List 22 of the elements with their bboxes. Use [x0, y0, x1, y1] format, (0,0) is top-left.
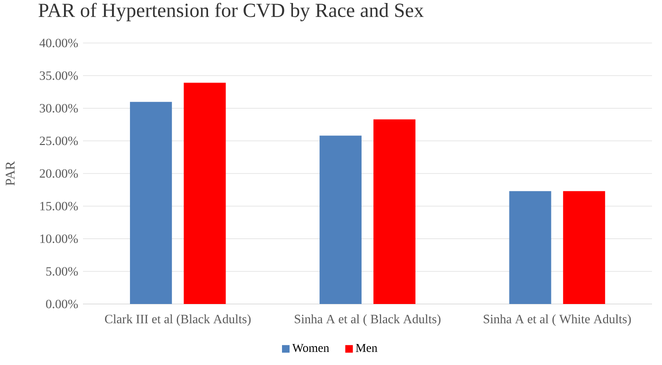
- y-tick-label: 5.00%: [46, 267, 78, 276]
- y-tick-label: 25.00%: [40, 136, 78, 146]
- y-tick-label: 0.00%: [46, 300, 78, 308]
- y-tick-label: 15.00%: [40, 202, 78, 210]
- legend-label: Men: [356, 344, 378, 352]
- x-tick-label: Sinha A et al ( White Adults): [484, 314, 631, 326]
- bar: [184, 82, 226, 304]
- bar: [373, 119, 416, 304]
- bar: [320, 136, 362, 304]
- y-tick-label: 40.00%: [39, 38, 78, 48]
- y-tick-label: 20.00%: [40, 169, 78, 178]
- y-tick-label: 30.00%: [40, 104, 78, 113]
- x-tick-label: Clark III et al (Black Adults): [105, 314, 251, 326]
- y-tick-label: 10.00%: [40, 234, 78, 244]
- y-tick-label: 35.00%: [40, 71, 78, 80]
- bar: [130, 102, 172, 304]
- legend-label: Women: [292, 344, 330, 352]
- bar: [563, 191, 606, 304]
- y-axis-title: PAR: [6, 161, 15, 186]
- x-tick-label: Sinha A et al ( Black Adults): [294, 314, 440, 326]
- bar: [509, 191, 552, 304]
- chart-title: PAR of Hypertension for CVD by Race and Sex: [38, 2, 424, 22]
